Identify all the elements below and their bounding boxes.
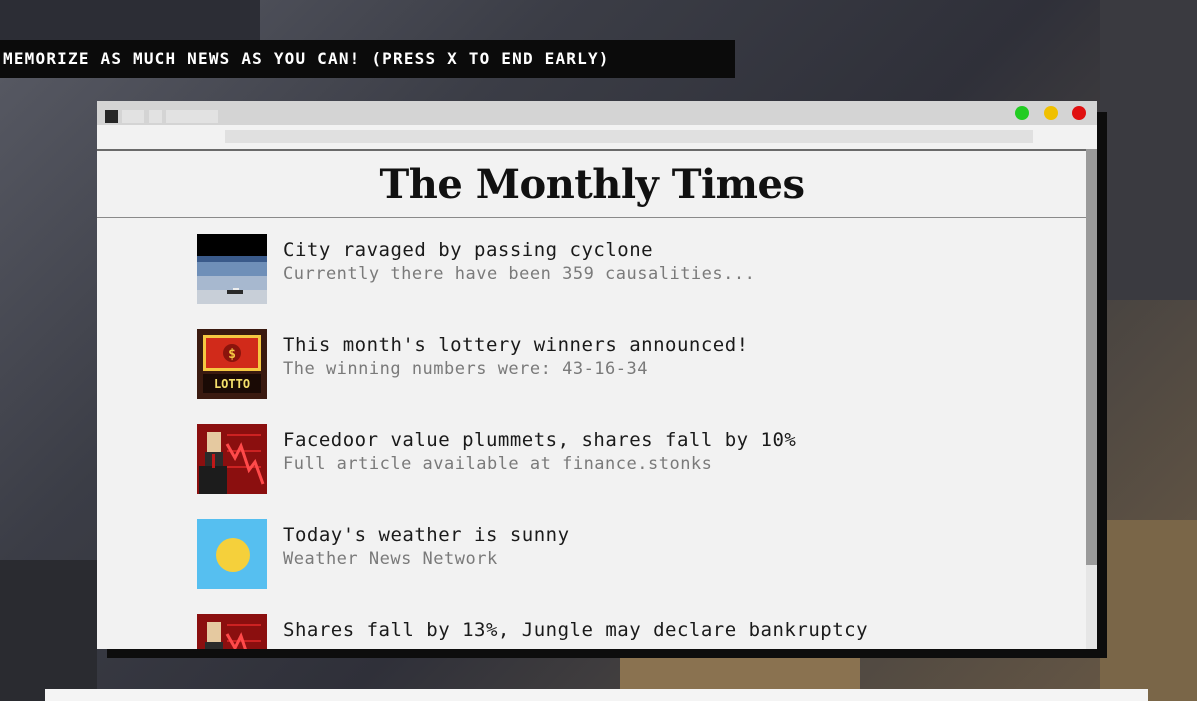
minimize-button[interactable] [1044,106,1058,120]
bottom-progress-bar [45,689,1148,701]
stock-crash-icon [197,424,267,494]
lotto-label: LOTTO [214,377,250,391]
svg-text:$: $ [228,347,236,362]
news-list: City ravaged by passing cyclone Currentl… [197,234,1077,649]
news-item[interactable]: Today's weather is sunny Weather News Ne… [197,519,1077,614]
address-bar[interactable] [225,130,1033,143]
maximize-button[interactable] [1015,106,1029,120]
news-item[interactable]: Facedoor value plummets, shares fall by … [197,424,1077,519]
browser-tab-icon [105,110,118,123]
browser-tab-placeholder [149,110,162,123]
news-headline: This month's lottery winners announced! [283,334,749,356]
news-headline: Facedoor value plummets, shares fall by … [283,429,797,451]
browser-tab-placeholder [122,110,144,123]
space-earth-icon [197,234,267,304]
news-item[interactable]: $ LOTTO This month's lottery winners ann… [197,329,1077,424]
background-tile [1100,520,1197,701]
news-subline: Weather News Network [283,549,498,569]
news-item[interactable]: City ravaged by passing cyclone Currentl… [197,234,1077,329]
newspaper-title: The Monthly Times [379,161,805,208]
background-tile [0,0,260,40]
sun-icon [197,519,267,589]
news-item[interactable]: Shares fall by 13%, Jungle may declare b… [197,614,1077,649]
news-headline: City ravaged by passing cyclone [283,239,654,261]
lotto-icon: $ LOTTO [197,329,267,399]
close-button[interactable] [1072,106,1086,120]
stock-crash-icon [197,614,267,649]
browser-active-tab[interactable] [97,125,224,149]
news-subline: Full article available at finance.stonks [283,454,713,474]
scrollbar-thumb[interactable] [1086,149,1097,565]
browser-tab-placeholder [166,110,218,123]
news-subline: Currently there have been 359 causalitie… [283,264,756,284]
browser-address-row [97,125,1097,151]
memorize-instruction-banner: MEMORIZE AS MUCH NEWS AS YOU CAN! (PRESS… [0,40,735,78]
newspaper-masthead: The Monthly Times [97,151,1087,218]
page-scrollbar[interactable] [1086,149,1097,649]
browser-titlebar [97,101,1097,125]
background-tile [1100,0,1197,300]
browser-window: The Monthly Times City ravaged by passin… [97,101,1097,649]
background-tile [620,655,860,689]
news-headline: Today's weather is sunny [283,524,570,546]
news-subline: The winning numbers were: 43-16-34 [283,359,648,379]
background-tile [0,560,97,701]
news-headline: Shares fall by 13%, Jungle may declare b… [283,619,869,641]
